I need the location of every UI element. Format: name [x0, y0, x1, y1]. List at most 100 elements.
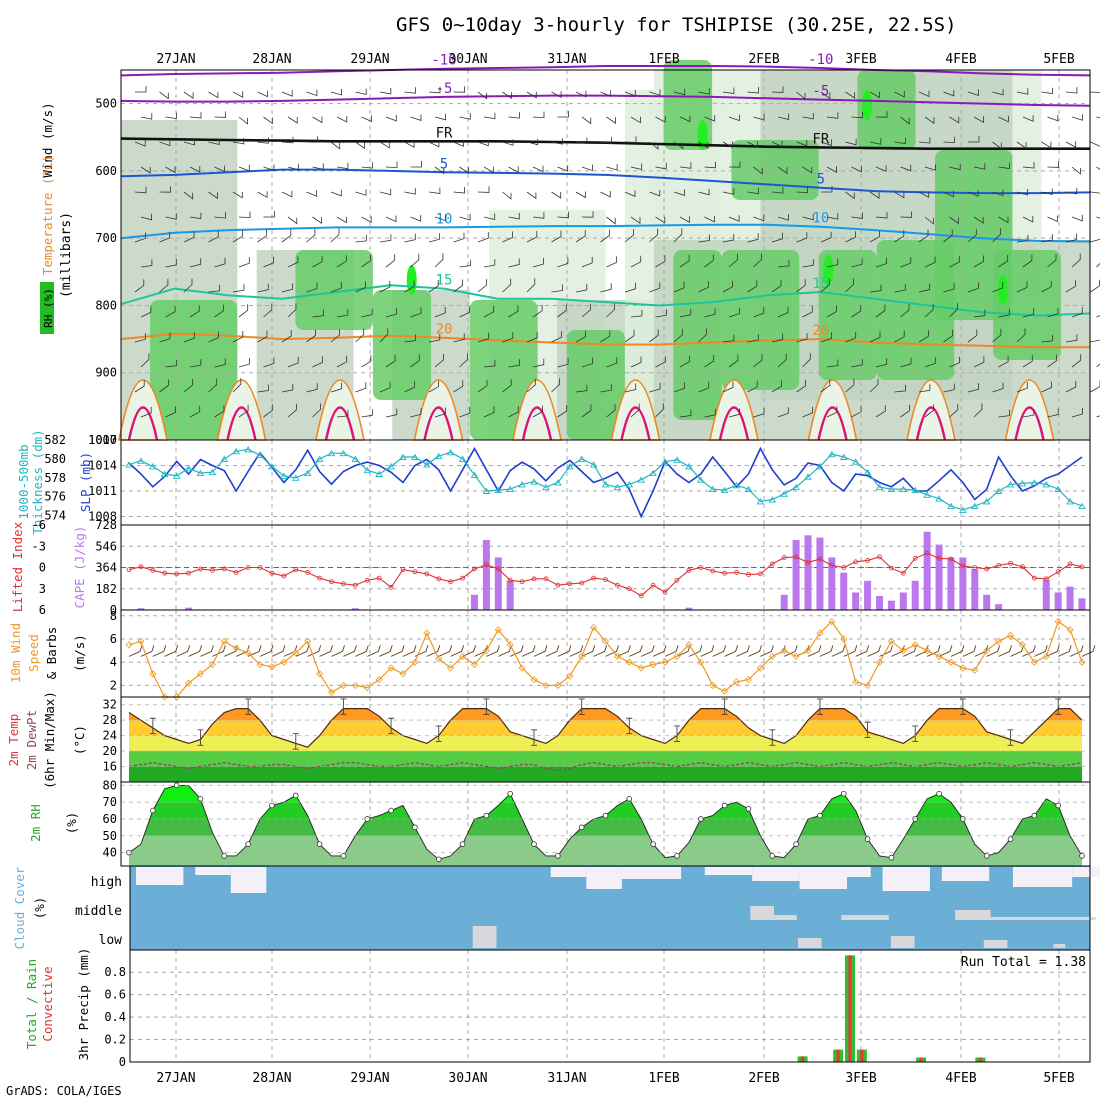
axis-label-temp: 2m Temp — [6, 714, 21, 767]
wind-barb — [698, 234, 710, 243]
wind-barb — [379, 381, 391, 393]
thickness-point — [303, 469, 312, 477]
rh-point — [817, 812, 823, 819]
cape-bar — [1066, 586, 1074, 610]
wind-barb — [434, 306, 446, 318]
wind-barb — [600, 191, 611, 198]
surface-warm-lobe — [1004, 379, 1055, 441]
wind-barb — [330, 89, 342, 96]
temperature-contour-label: 10 — [436, 211, 453, 227]
rh-green-area — [372, 290, 432, 400]
surface-wind-barb — [998, 645, 1013, 657]
surface-hot-contour — [127, 406, 159, 441]
axis-tick-label: 546 — [95, 539, 117, 553]
wind-barb — [796, 379, 806, 393]
wind-barb — [232, 284, 245, 293]
wind-barb — [263, 256, 274, 268]
wind-barb — [581, 256, 593, 268]
wind-speed-point — [411, 658, 419, 666]
wind-barb — [771, 333, 784, 343]
wind-barb — [918, 283, 931, 293]
wind-barb — [453, 333, 465, 343]
wind-speed-point — [685, 641, 693, 649]
cape-bar — [959, 557, 967, 610]
wind-barb — [355, 88, 367, 96]
wind-barb — [630, 216, 641, 225]
lifted-index-point — [579, 580, 585, 586]
wind-barb — [238, 304, 249, 318]
surface-warm-lobe — [610, 379, 661, 441]
wind-barb — [704, 115, 716, 122]
panel-frame-precip — [129, 949, 1091, 1063]
wind-barb — [287, 163, 299, 171]
axis-label-wind: 10m Wind — [8, 623, 23, 683]
thickness-point — [601, 481, 610, 488]
axis-tick-label: 32 — [103, 698, 117, 712]
wind-barb — [655, 255, 666, 268]
wind-barb — [949, 256, 960, 268]
chart-title: GFS 0~10day 3-hourly for TSHIPISE (30.25… — [396, 14, 957, 36]
wind-speed-point — [744, 676, 753, 684]
wind-barb — [459, 214, 471, 221]
wind-barb — [624, 329, 635, 343]
axis-tick-label: 2 — [110, 678, 117, 692]
cape-bar — [780, 594, 788, 610]
wind-speed-point — [494, 626, 502, 634]
rh-green-area — [857, 70, 916, 150]
wind-barb — [551, 331, 562, 343]
wind-barb — [698, 328, 707, 343]
wind-barb — [851, 258, 863, 268]
wind-barb — [404, 233, 416, 243]
thickness-point — [220, 455, 229, 462]
wind-barb — [967, 282, 979, 293]
bottom-date-label: 2FEB — [748, 1071, 779, 1086]
wind-barb — [753, 166, 763, 175]
rh-point — [936, 790, 942, 797]
dewpoint-line — [128, 761, 1083, 772]
wind-speed-point — [363, 684, 371, 692]
wind-barb — [998, 355, 1009, 368]
wind-speed-point — [649, 660, 657, 669]
wind-barb — [655, 403, 664, 418]
thickness-point — [268, 463, 276, 470]
wind-speed-point — [697, 658, 705, 666]
wind-speed-point — [875, 658, 884, 666]
wind-barb — [189, 212, 202, 220]
lifted-index-point — [626, 586, 632, 592]
minmax-bar — [673, 725, 680, 742]
wind-barb — [557, 358, 569, 368]
wind-barb — [900, 164, 912, 172]
temperature-band — [129, 735, 1082, 752]
wind-barb — [1016, 234, 1029, 243]
wind-barb — [753, 253, 762, 268]
wind-barb — [140, 166, 151, 174]
axis-tick-label: 70 — [103, 795, 117, 809]
cloud-high-bar — [1072, 867, 1100, 877]
wind-barb — [312, 216, 322, 224]
lifted-index-point — [424, 571, 430, 577]
surface-wind-barb — [807, 645, 822, 657]
thickness-point — [518, 481, 526, 488]
top-date-label: 4FEB — [945, 52, 976, 67]
wind-barb — [728, 354, 739, 368]
wind-barb — [826, 213, 839, 220]
surface-wind-barb — [379, 645, 393, 657]
precip-convective-bar — [801, 1056, 805, 1062]
surface-hot-contour — [226, 406, 257, 441]
cloud-level-label: middle — [75, 904, 122, 919]
axis-tick-label-secondary: 3 — [39, 582, 46, 596]
wind-barb — [924, 404, 935, 418]
lifted-index-point — [495, 566, 501, 572]
wind-barb — [679, 409, 692, 418]
wind-barb — [606, 404, 616, 418]
wind-barb — [777, 306, 789, 318]
minmax-bar — [721, 698, 728, 715]
thickness-point — [1018, 480, 1027, 487]
cloud-high-bar — [704, 867, 753, 875]
axis-tick-label: 60 — [103, 812, 117, 826]
rh-point — [721, 802, 728, 809]
wind-barb — [600, 330, 611, 343]
lifted-index-point — [531, 576, 537, 582]
cloud-low-bar — [890, 936, 915, 948]
wind-barb — [312, 403, 321, 418]
